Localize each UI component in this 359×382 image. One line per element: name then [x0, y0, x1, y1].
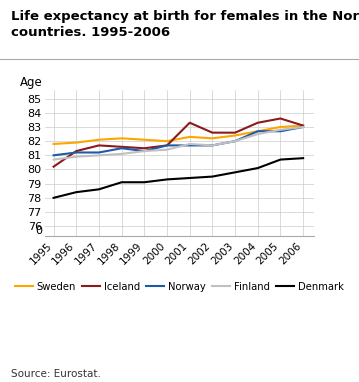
Sweden — [74, 140, 78, 145]
Iceland — [142, 146, 146, 151]
Legend: Sweden, Iceland, Norway, Finland, Denmark: Sweden, Iceland, Norway, Finland, Denmar… — [11, 278, 348, 296]
Denmark — [301, 156, 305, 160]
Norway — [233, 139, 237, 144]
Text: Age: Age — [20, 76, 43, 89]
Finland — [142, 149, 146, 153]
Denmark — [51, 196, 56, 200]
Iceland — [233, 130, 237, 135]
Line: Denmark: Denmark — [53, 158, 303, 198]
Sweden — [51, 142, 56, 146]
Norway — [142, 149, 146, 153]
Sweden — [278, 125, 283, 129]
Norway — [165, 143, 169, 148]
Iceland — [97, 143, 101, 148]
Line: Sweden: Sweden — [53, 126, 303, 144]
Text: Life expectancy at birth for females in the Nordic
countries. 1995-2006: Life expectancy at birth for females in … — [11, 10, 359, 39]
Iceland — [256, 120, 260, 125]
Sweden — [187, 134, 192, 139]
Denmark — [210, 174, 215, 179]
Finland — [165, 147, 169, 152]
Finland — [301, 125, 305, 129]
Finland — [120, 152, 124, 156]
Text: 0: 0 — [35, 226, 42, 236]
Iceland — [120, 144, 124, 149]
Finland — [278, 128, 283, 132]
Denmark — [97, 187, 101, 192]
Finland — [233, 139, 237, 144]
Iceland — [74, 149, 78, 153]
Line: Finland: Finland — [53, 127, 303, 160]
Norway — [256, 129, 260, 134]
Finland — [187, 142, 192, 146]
Line: Norway: Norway — [53, 127, 303, 155]
Finland — [51, 157, 56, 162]
Norway — [97, 150, 101, 155]
Sweden — [165, 139, 169, 144]
Norway — [120, 146, 124, 151]
Sweden — [142, 138, 146, 142]
Denmark — [233, 170, 237, 175]
Norway — [51, 153, 56, 158]
Line: Iceland: Iceland — [53, 118, 303, 167]
Norway — [301, 125, 305, 129]
Text: Source: Eurostat.: Source: Eurostat. — [11, 369, 101, 379]
Iceland — [187, 120, 192, 125]
Norway — [187, 143, 192, 148]
Finland — [256, 132, 260, 136]
Norway — [278, 129, 283, 134]
Sweden — [256, 129, 260, 134]
Sweden — [210, 136, 215, 141]
Iceland — [210, 130, 215, 135]
Iceland — [301, 123, 305, 128]
Sweden — [301, 123, 305, 128]
Iceland — [51, 164, 56, 169]
Iceland — [165, 143, 169, 148]
Denmark — [187, 176, 192, 180]
Denmark — [256, 166, 260, 170]
Denmark — [278, 157, 283, 162]
Iceland — [278, 116, 283, 121]
Denmark — [142, 180, 146, 185]
Sweden — [120, 136, 124, 141]
Denmark — [120, 180, 124, 185]
Norway — [74, 150, 78, 155]
Denmark — [165, 177, 169, 182]
Norway — [210, 143, 215, 148]
Denmark — [74, 190, 78, 194]
Sweden — [97, 138, 101, 142]
Finland — [97, 153, 101, 158]
Finland — [74, 154, 78, 159]
Sweden — [233, 133, 237, 138]
Finland — [210, 143, 215, 148]
